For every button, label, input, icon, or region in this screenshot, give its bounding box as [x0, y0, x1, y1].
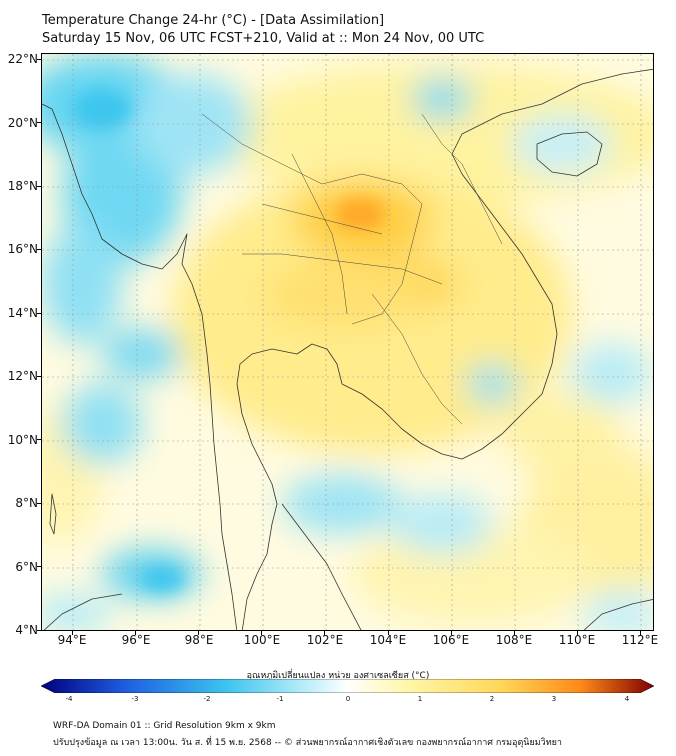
- colorbar-tick: 4: [624, 695, 630, 703]
- lon-tick: [198, 631, 200, 635]
- colorbar: [41, 679, 654, 693]
- warm-core: [335, 198, 385, 230]
- lat-label: 18°N: [7, 179, 38, 193]
- lon-tick: [72, 631, 73, 635]
- temperature-change-map[interactable]: [41, 53, 654, 631]
- footer-model-info: WRF-DA Domain 01 :: Grid Resolution 9km …: [53, 721, 276, 731]
- lon-label: 108°E: [495, 633, 533, 647]
- lon-label: 98°E: [184, 633, 214, 647]
- lat-label: 20°N: [7, 116, 38, 130]
- lat-tick: [37, 376, 41, 377]
- lon-label: 94°E: [57, 633, 87, 647]
- lat-tick: [37, 502, 41, 504]
- lat-label: 10°N: [7, 433, 38, 447]
- colorbar-tick: -1: [276, 695, 284, 703]
- colorbar-tick: 3: [551, 695, 557, 703]
- lon-tick: [261, 631, 263, 635]
- lon-tick: [639, 631, 641, 635]
- lat-label: 12°N: [7, 369, 38, 383]
- lon-tick: [450, 631, 452, 635]
- lon-label: 112°E: [621, 633, 659, 647]
- lon-label: 96°E: [121, 633, 151, 647]
- colorbar-tick: 0: [345, 695, 351, 703]
- coastlines: [42, 68, 653, 630]
- lon-tick: [135, 631, 137, 635]
- lon-tick: [387, 631, 389, 635]
- lat-tick: [37, 185, 41, 187]
- lat-tick: [37, 122, 41, 124]
- map-title: Temperature Change 24-hr (°C) - [Data As…: [42, 13, 385, 28]
- lat-label: 6°N: [15, 560, 38, 574]
- lat-label: 16°N: [7, 242, 38, 256]
- colorbar-tick: -3: [131, 695, 139, 703]
- lat-tick: [37, 249, 41, 251]
- lat-tick: [37, 629, 41, 631]
- graticule: [42, 54, 653, 630]
- lon-label: 110°E: [558, 633, 596, 647]
- lat-tick: [37, 59, 41, 60]
- admin-borders: [201, 113, 503, 425]
- lat-label: 14°N: [7, 306, 38, 320]
- lon-label: 106°E: [432, 633, 470, 647]
- colorbar-tick: 1: [417, 695, 423, 703]
- map-subtitle: Saturday 15 Nov, 06 UTC FCST+210, Valid …: [42, 31, 485, 46]
- lon-tick: [513, 631, 515, 635]
- lat-tick: [37, 566, 41, 568]
- lon-tick: [576, 631, 578, 635]
- map-canvas: [42, 54, 653, 630]
- cool-core-north: [72, 89, 132, 129]
- colorbar-tick: 2: [489, 695, 495, 703]
- lat-label: 8°N: [15, 496, 38, 510]
- colorbar-tick: -4: [65, 695, 73, 703]
- lat-tick: [37, 312, 41, 314]
- colorbar-tick: -2: [203, 695, 211, 703]
- lat-label: 4°N: [15, 623, 38, 637]
- lon-tick: [324, 631, 326, 635]
- lon-label: 102°E: [306, 633, 344, 647]
- lat-tick: [37, 439, 41, 441]
- cool-core-south: [140, 567, 184, 591]
- colorbar-title: อุณหภูมิเปลี่ยนแปลง หน่วย องศาเซลเซียส (…: [246, 671, 430, 681]
- footer-credit: ปรับปรุงข้อมูล ณ เวลา 13:00น. วัน ส. ที่…: [53, 738, 562, 748]
- lat-label: 22°N: [7, 52, 38, 66]
- lon-label: 100°E: [243, 633, 281, 647]
- lon-label: 104°E: [369, 633, 407, 647]
